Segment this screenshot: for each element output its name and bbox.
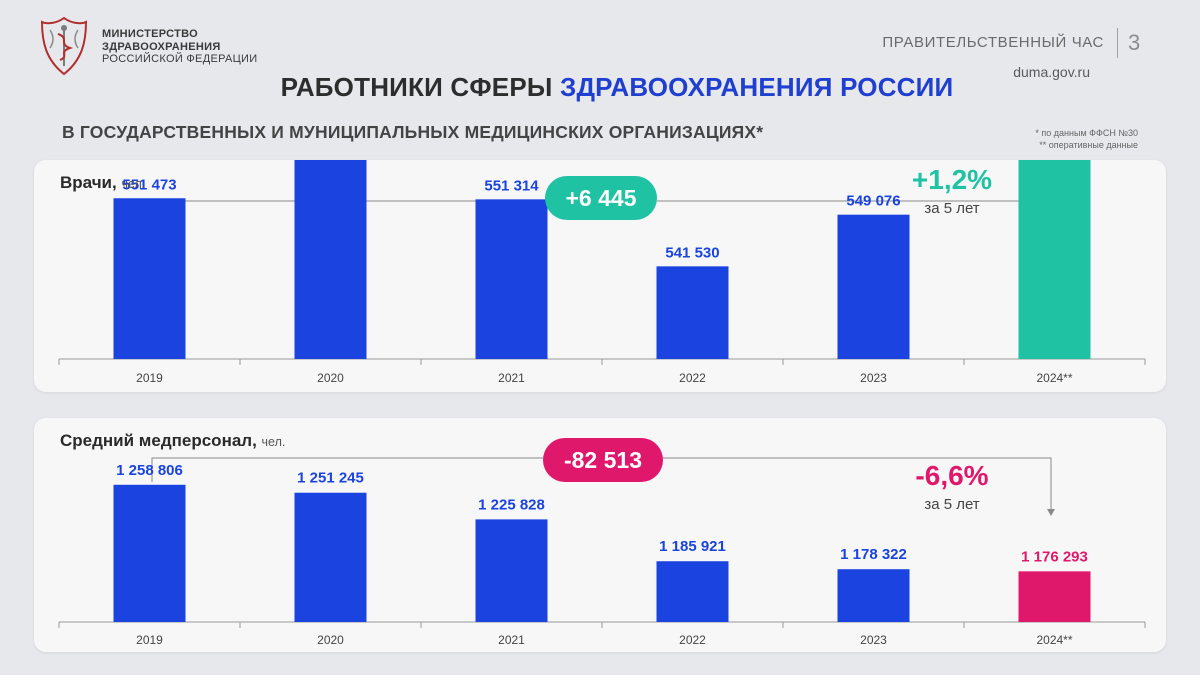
doctors-title-comma: , (112, 173, 122, 192)
ministry-line-2: ЗДРАВООХРАНЕНИЯ (102, 40, 221, 53)
doctors-change-badge: +6 445 (545, 176, 657, 220)
ministry-emblem-icon (40, 16, 88, 76)
ministry-line-1: МИНИСТЕРСТВО (102, 28, 198, 40)
nurses-year-label: 2020 (317, 633, 344, 647)
nurses-value-label: 1 225 828 (478, 496, 545, 513)
nurses-chart-card: 1 258 806 2019 1 251 245 2020 1 225 828 2021 1… (34, 418, 1166, 652)
nurses-value-label: 1 185 921 (659, 538, 726, 555)
doctors-bar-2022 (656, 266, 729, 359)
doctors-value-label: 551 473 (122, 176, 176, 193)
doctors-year-label: 2023 (860, 371, 887, 385)
nurses-bar-2021 (475, 519, 548, 622)
doctors-value-label: 549 076 (846, 193, 900, 210)
nurses-year-label: 2021 (498, 633, 525, 647)
doctors-value-label: 541 530 (665, 244, 719, 261)
doctors-bar-2024 (1018, 160, 1091, 359)
doctors-change-note: за 5 лет (924, 200, 980, 217)
nurses-bar-2023 (837, 569, 910, 622)
page-subtitle: В ГОСУДАРСТВЕННЫХ И МУНИЦИПАЛЬНЫХ МЕДИЦИ… (62, 122, 764, 142)
nurses-year-label: 2024** (1036, 633, 1072, 647)
doctors-value-label: 551 314 (484, 177, 539, 194)
footnote-1: * по данным ФФСН №30 (1035, 128, 1138, 138)
nurses-bar-2020 (294, 492, 367, 622)
nurses-unit: чел. (261, 435, 286, 449)
nurses-title-comma: , (252, 431, 262, 450)
footnote-2: ** оперативные данные (1039, 140, 1138, 150)
page-title: РАБОТНИКИ СФЕРЫ ЗДРАВООХРАНЕНИЯ РОССИИ (0, 72, 1200, 103)
ministry-line-3: РОССИЙСКОЙ ФЕДЕРАЦИИ (102, 53, 258, 65)
nurses-value-label: 1 258 806 (116, 462, 183, 479)
footnotes: * по данным ФФСН №30 ** оперативные данн… (1035, 127, 1138, 151)
nurses-bracket-arrow (1047, 509, 1055, 516)
doctors-year-label: 2024** (1036, 371, 1072, 385)
nurses-year-label: 2022 (679, 633, 706, 647)
nurses-chart-title: Средний медперсонал, чел. (60, 431, 285, 451)
nurses-value-label: 1 178 322 (840, 546, 907, 563)
nurses-change-badge: -82 513 (543, 438, 663, 482)
nurses-year-label: 2023 (860, 633, 887, 647)
doctors-year-label: 2022 (679, 371, 706, 385)
nurses-title-text: Средний медперсонал (60, 431, 253, 450)
nurses-bar-2022 (656, 561, 729, 622)
nurses-year-label: 2019 (136, 633, 163, 647)
nurses-chart: 1 258 806 2019 1 251 245 2020 1 225 828 2021 1… (58, 457, 1146, 647)
header-divider (1117, 28, 1118, 58)
doctors-title-text: Врачи (60, 173, 113, 192)
doctors-bar-2019 (113, 198, 186, 359)
nurses-bar-2019 (113, 484, 186, 622)
nurses-bracket-right (663, 457, 1052, 510)
doctors-chart-title: Врачи, чел. (60, 173, 145, 193)
ministry-name: МИНИСТЕРСТВО ЗДРАВООХРАНЕНИЯ РОССИЙСКОЙ … (102, 28, 257, 66)
doctors-year-label: 2019 (136, 371, 163, 385)
site-watermark: duma.gov.ru (1013, 64, 1090, 80)
doctors-bar-2023 (837, 214, 910, 359)
page-number: 3 (1128, 30, 1141, 55)
nurses-value-label: 1 251 245 (297, 470, 364, 487)
nurses-value-label: 1 176 293 (1021, 548, 1088, 565)
nurses-bracket-left (151, 457, 543, 482)
nurses-bar-2024 (1018, 571, 1091, 622)
nurses-change-note: за 5 лет (924, 496, 980, 513)
page-title-part-1: РАБОТНИКИ СФЕРЫ (280, 72, 560, 102)
doctors-year-label: 2020 (317, 371, 344, 385)
doctors-bar-2020 (294, 160, 367, 359)
nurses-change-percent: -6,6% (915, 460, 989, 491)
page-title-part-2: ЗДРАВООХРАНЕНИЯ РОССИИ (559, 72, 954, 102)
event-name: ПРАВИТЕЛЬСТВЕННЫЙ ЧАС (882, 34, 1104, 51)
doctors-year-label: 2021 (498, 371, 525, 385)
doctors-bar-2021 (475, 199, 548, 359)
doctors-change-percent: +1,2% (911, 164, 993, 195)
doctors-unit: чел. (121, 177, 146, 191)
